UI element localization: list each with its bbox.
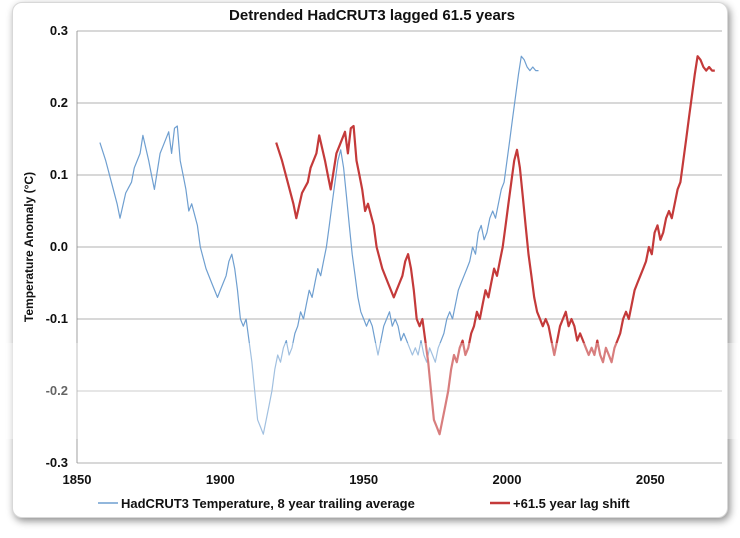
y-tick-labels: 0.3 0.2 0.1 0.0 -0.1 -0.2 -0.3 (46, 23, 68, 470)
y-tick-label: 0.3 (50, 23, 68, 38)
y-tick-label: 0.1 (50, 167, 68, 182)
y-axis-label: Temperature Anomaly (°C) (22, 172, 36, 322)
y-tick-label: -0.3 (46, 455, 68, 470)
x-tick-label: 1850 (63, 472, 92, 487)
x-tick-label: 2050 (636, 472, 665, 487)
x-tick-label: 1900 (206, 472, 235, 487)
plot-lines (99, 55, 715, 436)
chart-title: Detrended HadCRUT3 lagged 61.5 years (229, 7, 515, 24)
y-tick-label: 0.0 (50, 239, 68, 254)
x-tick-label: 2000 (493, 472, 522, 487)
legend-label-hadcrut3: HadCRUT3 Temperature, 8 year trailing av… (121, 496, 415, 511)
series-line-lag-shift (275, 55, 715, 436)
y-tick-label: 0.2 (50, 95, 68, 110)
legend-label-lag-shift: +61.5 year lag shift (513, 496, 630, 511)
x-tick-labels: 1850 1900 1950 2000 2050 (63, 472, 665, 487)
chart-frame (12, 2, 728, 518)
legend: HadCRUT3 Temperature, 8 year trailing av… (98, 496, 630, 511)
x-tick-label: 1950 (349, 472, 378, 487)
y-tick-label: -0.1 (46, 311, 68, 326)
y-tick-label: -0.2 (46, 383, 68, 398)
gridlines (76, 30, 722, 464)
series-line-hadcrut3 (99, 55, 539, 435)
